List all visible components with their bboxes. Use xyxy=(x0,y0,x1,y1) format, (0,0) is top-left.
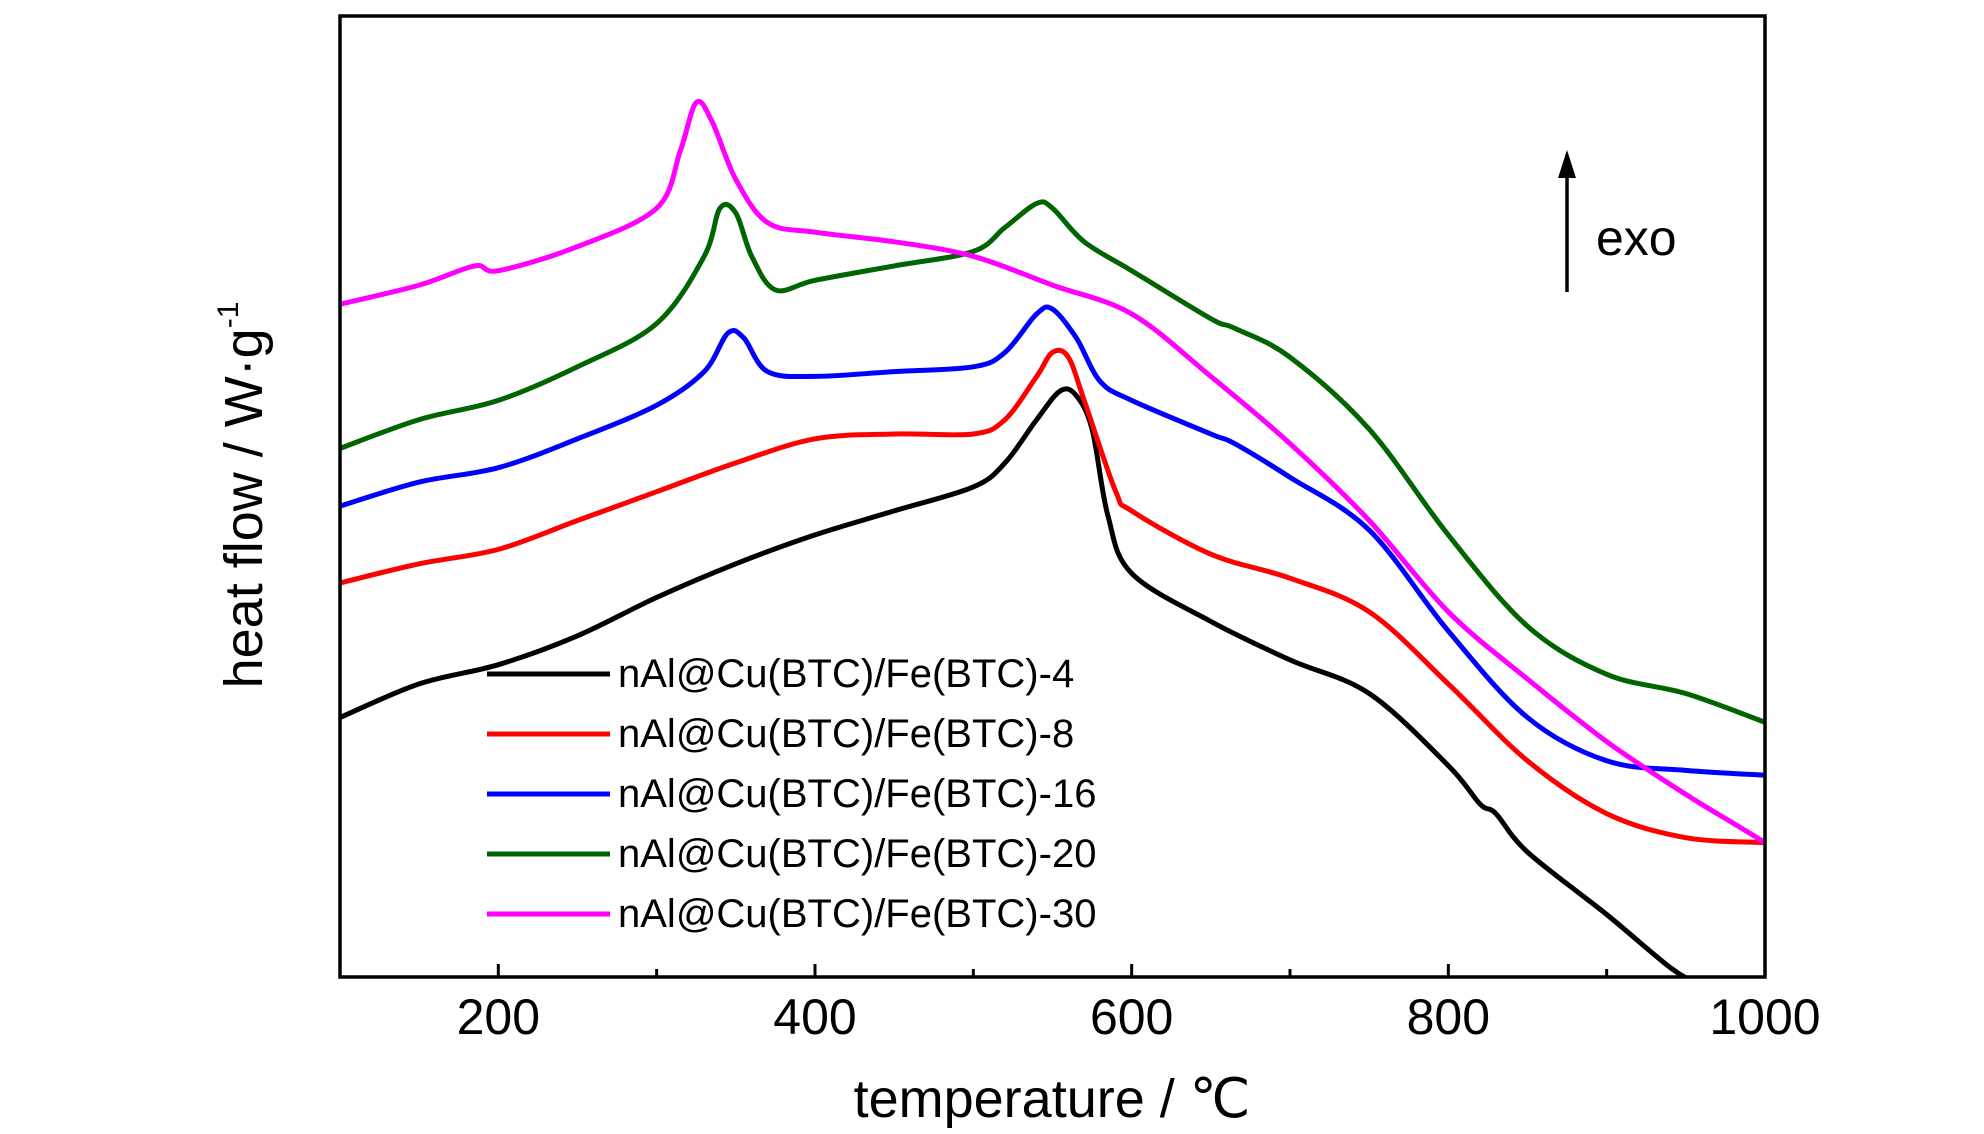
x-tick-label-1000: 1000 xyxy=(1709,989,1820,1045)
series-line-3 xyxy=(340,304,1765,778)
series-line-2 xyxy=(340,347,1765,845)
y-axis-title-main: heat flow / W·g xyxy=(214,328,274,688)
legend-label-1: nAl@Cu(BTC)/Fe(BTC)-4 xyxy=(618,652,1074,696)
exo-annotation: exo xyxy=(1558,150,1677,292)
legend-label-5: nAl@Cu(BTC)/Fe(BTC)-30 xyxy=(618,892,1096,936)
x-tick-label-200: 200 xyxy=(457,989,540,1045)
y-axis-title: heat flow / W·g-1 xyxy=(212,302,274,689)
x-axis-tick-labels: 200 400 600 800 1000 xyxy=(457,989,1821,1045)
exo-arrowhead-icon xyxy=(1558,150,1576,178)
x-tick-label-800: 800 xyxy=(1407,989,1490,1045)
exo-label: exo xyxy=(1596,210,1677,266)
plot-frame xyxy=(338,14,1767,979)
series-line-4 xyxy=(340,199,1765,725)
x-tick-label-400: 400 xyxy=(773,989,856,1045)
legend-label-4: nAl@Cu(BTC)/Fe(BTC)-20 xyxy=(618,832,1096,876)
series-line-5 xyxy=(340,98,1765,845)
x-axis-title: temperature / ℃ xyxy=(854,1069,1251,1129)
legend: nAl@Cu(BTC)/Fe(BTC)-4 nAl@Cu(BTC)/Fe(BTC)… xyxy=(487,652,1096,936)
legend-label-3: nAl@Cu(BTC)/Fe(BTC)-16 xyxy=(618,772,1096,816)
svg-text:heat flow / W·g-1: heat flow / W·g-1 xyxy=(212,302,274,689)
x-tick-label-600: 600 xyxy=(1090,989,1173,1045)
legend-label-2: nAl@Cu(BTC)/Fe(BTC)-8 xyxy=(618,712,1074,756)
x-axis-ticks xyxy=(338,964,1767,977)
y-axis-title-superscript: -1 xyxy=(212,302,245,329)
plot-curves xyxy=(340,98,1765,977)
